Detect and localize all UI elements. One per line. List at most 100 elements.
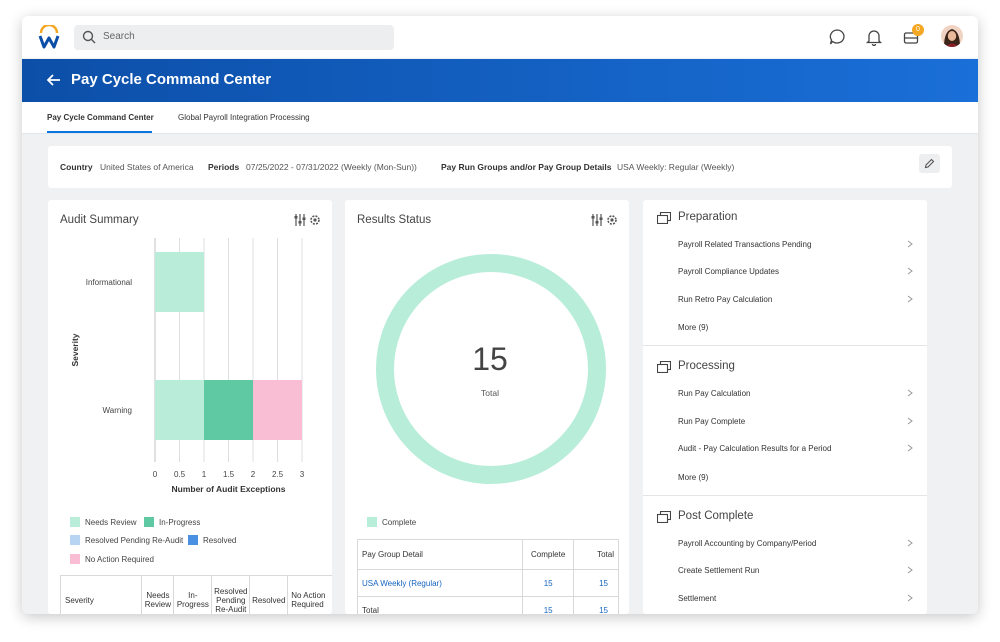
task-payroll-compliance-updates[interactable]: Payroll Compliance Updates bbox=[678, 267, 779, 276]
y-tick-label: Informational bbox=[86, 278, 132, 287]
page-title: Pay Cycle Command Center bbox=[71, 71, 272, 88]
chevron-right-icon bbox=[907, 240, 913, 248]
page-header: Pay Cycle Command Center bbox=[22, 59, 978, 102]
legend-resolved-pending-re-audit: Resolved Pending Re-Audit bbox=[85, 536, 184, 545]
x-tick-label: 3 bbox=[300, 470, 305, 479]
tab-global-payroll-integration[interactable]: Global Payroll Integration Processing bbox=[178, 113, 310, 122]
filter-sliders-icon[interactable] bbox=[591, 214, 603, 226]
pencil-icon bbox=[924, 158, 935, 169]
pay-group-label: Pay Run Groups and/or Pay Group Details bbox=[441, 162, 612, 172]
task-settlement[interactable]: Settlement bbox=[678, 594, 717, 603]
col-resolved-pending[interactable]: Resolved Pending Re-Audit bbox=[211, 575, 251, 614]
col-no-action[interactable]: No Action Required bbox=[287, 575, 332, 614]
legend-swatch-needs-review bbox=[70, 517, 80, 527]
table-row: Total 15 15 bbox=[356, 596, 619, 614]
col-pay-group-detail[interactable]: Pay Group Detail bbox=[356, 539, 524, 570]
task-run-pay-complete[interactable]: Run Pay Complete bbox=[678, 417, 746, 426]
country-label: Country bbox=[60, 162, 93, 172]
task-create-settlement-run[interactable]: Create Settlement Run bbox=[678, 566, 760, 575]
top-bar: Search 0 bbox=[22, 16, 978, 58]
audit-table: Severity Needs Review In-Progress Resolv… bbox=[59, 575, 332, 614]
total-count-link[interactable]: 15 bbox=[573, 569, 619, 597]
bar-needs-review[interactable] bbox=[155, 380, 204, 440]
legend-swatch-complete bbox=[367, 517, 377, 527]
col-complete[interactable]: Complete bbox=[522, 539, 575, 570]
task-audit-pay-calculation-results[interactable]: Audit - Pay Calculation Results for a Pe… bbox=[678, 444, 832, 453]
prompt-filter-bar: Country United States of America Periods… bbox=[48, 146, 952, 188]
periods-value: 07/25/2022 - 07/31/2022 (Weekly (Mon-Sun… bbox=[246, 162, 417, 172]
x-tick-label: 0 bbox=[153, 470, 158, 479]
search-input[interactable]: Search bbox=[74, 25, 394, 50]
tab-pay-cycle-command-center[interactable]: Pay Cycle Command Center bbox=[47, 113, 154, 122]
chevron-right-icon bbox=[907, 295, 913, 303]
audit-card-tools bbox=[294, 214, 320, 226]
inbox-icon[interactable] bbox=[902, 28, 920, 46]
x-tick-label: 0.5 bbox=[174, 470, 186, 479]
legend-swatch-in-progress bbox=[144, 517, 154, 527]
x-tick-label: 1 bbox=[202, 470, 207, 479]
total-total-link[interactable]: 15 bbox=[573, 596, 619, 614]
chevron-right-icon bbox=[907, 594, 913, 602]
bell-icon[interactable] bbox=[865, 28, 883, 46]
total-row-label: Total bbox=[356, 596, 524, 614]
task-run-retro-pay-calculation[interactable]: Run Retro Pay Calculation bbox=[678, 295, 773, 304]
tasks-panel: Preparation Payroll Related Transactions… bbox=[643, 200, 927, 614]
legend-swatch-no-action bbox=[70, 554, 80, 564]
x-axis-title: Number of Audit Exceptions bbox=[172, 484, 286, 494]
col-severity[interactable]: Severity bbox=[59, 575, 143, 614]
app-window: Search 0 Pay Cycle Command Center bbox=[22, 16, 978, 614]
results-status-card: Results Status 15 Total Complete Pay bbox=[345, 200, 629, 614]
edit-prompts-button[interactable] bbox=[919, 154, 940, 173]
gear-icon[interactable] bbox=[607, 215, 617, 225]
chevron-right-icon bbox=[907, 417, 913, 425]
chevron-right-icon bbox=[907, 389, 913, 397]
results-table: Pay Group Detail Complete Total USA Week… bbox=[356, 539, 619, 614]
col-in-progress[interactable]: In-Progress bbox=[173, 575, 213, 614]
col-total[interactable]: Total bbox=[573, 539, 619, 570]
col-resolved[interactable]: Resolved bbox=[249, 575, 289, 614]
multi-window-icon bbox=[657, 212, 671, 224]
section-title-post-complete: Post Complete bbox=[678, 510, 754, 522]
donut-ring-complete[interactable] bbox=[376, 254, 606, 484]
inbox-badge: 0 bbox=[912, 24, 924, 36]
legend-swatch-resolved-pending bbox=[70, 535, 80, 545]
col-needs-review[interactable]: Needs Review bbox=[141, 575, 175, 614]
y-tick-label: Warning bbox=[103, 406, 133, 415]
legend-swatch-resolved bbox=[188, 535, 198, 545]
country-value: United States of America bbox=[100, 162, 194, 172]
legend-resolved: Resolved bbox=[203, 536, 237, 545]
audit-summary-card: Audit Summary 0 0.5 1 1.5 2 2.5 3 Informational… bbox=[48, 200, 332, 614]
active-tab-indicator bbox=[47, 131, 152, 133]
legend-needs-review: Needs Review bbox=[85, 518, 137, 527]
chevron-right-icon bbox=[907, 267, 913, 275]
task-payroll-related-transactions[interactable]: Payroll Related Transactions Pending bbox=[678, 240, 812, 249]
workday-logo-icon[interactable] bbox=[38, 25, 60, 49]
task-payroll-accounting[interactable]: Payroll Accounting by Company/Period bbox=[678, 539, 817, 548]
multi-window-icon bbox=[657, 361, 671, 373]
section-divider bbox=[643, 345, 927, 346]
task-run-pay-calculation[interactable]: Run Pay Calculation bbox=[678, 389, 751, 398]
user-avatar-icon bbox=[944, 29, 960, 47]
pay-group-link[interactable]: USA Weekly (Regular) bbox=[356, 569, 524, 597]
gear-icon[interactable] bbox=[310, 215, 320, 225]
bar-no-action-required[interactable] bbox=[253, 380, 302, 440]
legend-complete: Complete bbox=[382, 518, 417, 527]
x-tick-label: 1.5 bbox=[223, 470, 235, 479]
bar-needs-review[interactable] bbox=[155, 252, 204, 312]
more-link-preparation[interactable]: More (9) bbox=[678, 323, 709, 332]
filter-sliders-icon[interactable] bbox=[294, 214, 306, 226]
complete-count-link[interactable]: 15 bbox=[522, 569, 575, 597]
bar-in-progress[interactable] bbox=[204, 380, 253, 440]
table-row: USA Weekly (Regular) 15 15 bbox=[356, 569, 619, 597]
audit-bar-chart: 0 0.5 1 1.5 2 2.5 3 Informational Warning Number … bbox=[70, 238, 305, 494]
donut-total-value: 15 bbox=[472, 341, 508, 377]
y-axis-title: Severity bbox=[70, 333, 80, 366]
total-complete-link[interactable]: 15 bbox=[522, 596, 575, 614]
results-status-title: Results Status bbox=[357, 214, 432, 226]
back-arrow-icon[interactable] bbox=[46, 72, 62, 88]
chat-icon[interactable] bbox=[828, 28, 846, 46]
more-link-processing[interactable]: More (9) bbox=[678, 473, 709, 482]
chevron-right-icon bbox=[907, 566, 913, 574]
results-donut-chart bbox=[376, 254, 606, 484]
avatar[interactable] bbox=[941, 25, 963, 47]
